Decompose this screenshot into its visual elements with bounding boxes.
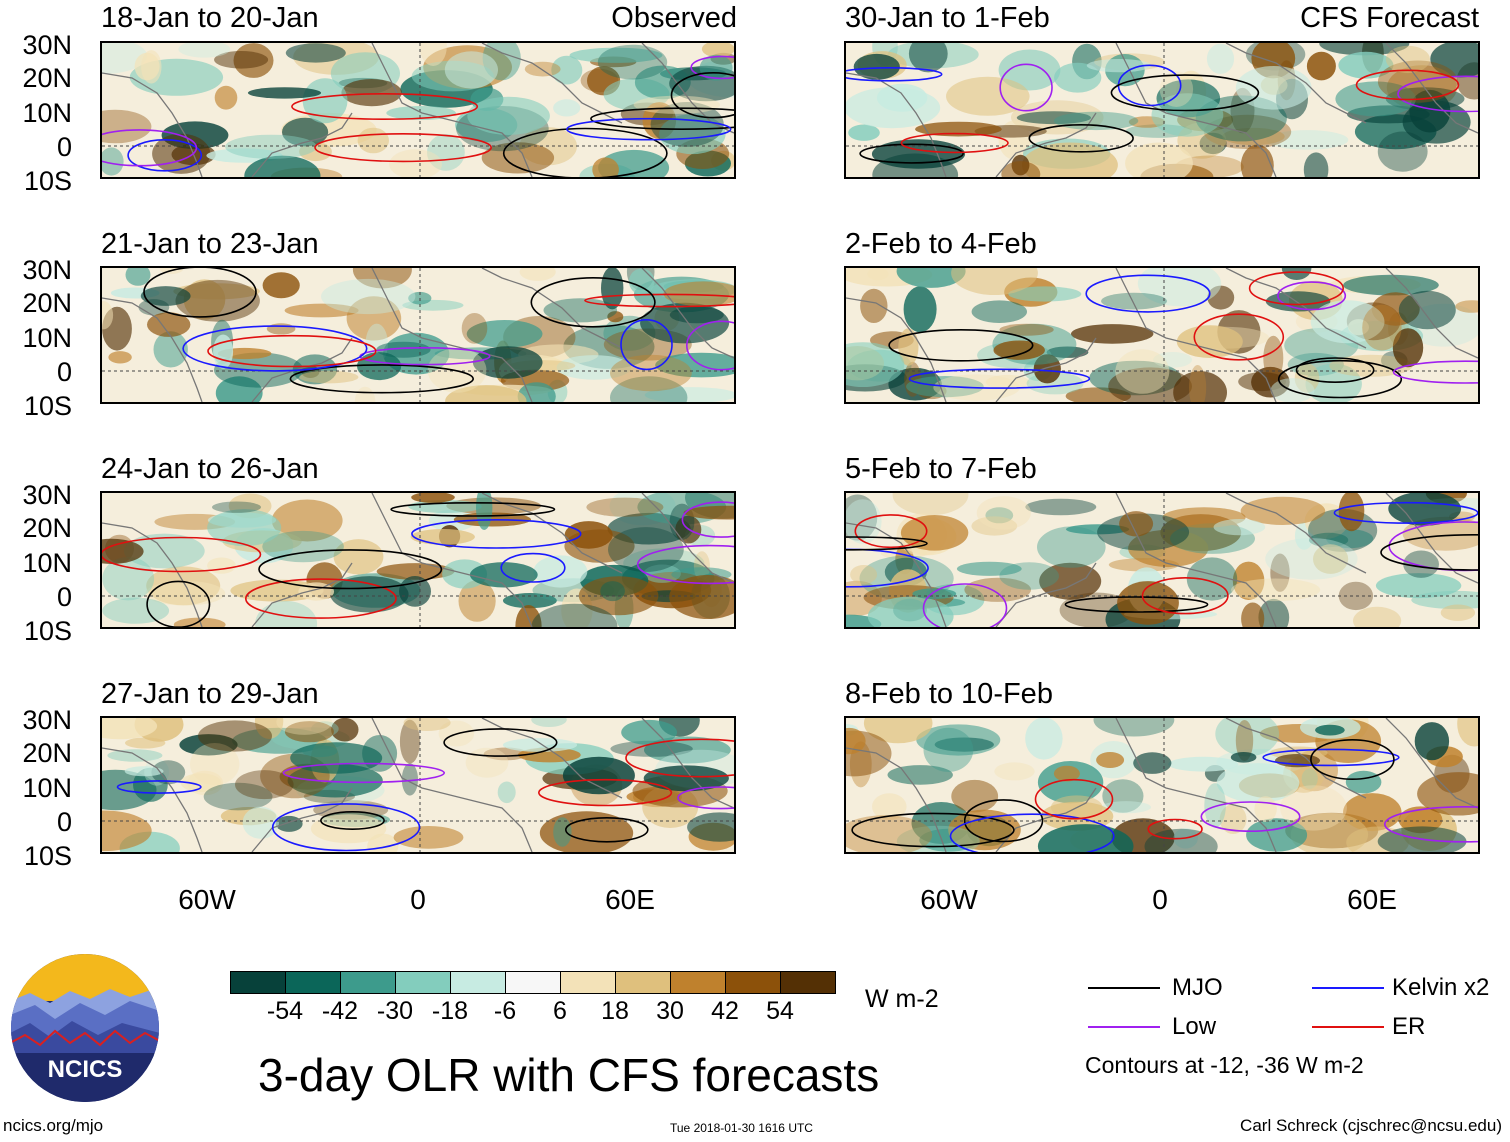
colorbar-label-1: -42 <box>321 997 359 1025</box>
lat-label-row3-3: 0 <box>56 582 72 612</box>
map-panel-8 <box>844 716 1480 854</box>
lat-label-row4-3: 0 <box>56 807 72 837</box>
colorbar-swatch-7 <box>615 971 671 994</box>
colorbar-swatch-6 <box>560 971 616 994</box>
colorbar-label-2: -30 <box>376 997 414 1025</box>
panel-title-4: 2-Feb to 4-Feb <box>845 228 1037 260</box>
legend-line-mjo <box>1088 987 1160 989</box>
colorbar-label-5: 6 <box>553 997 567 1025</box>
colorbar-swatch-4 <box>450 971 506 994</box>
panel-title-7: 27-Jan to 29-Jan <box>101 678 319 710</box>
panel-title-6: 5-Feb to 7-Feb <box>845 453 1037 485</box>
colorbar-label-9: 54 <box>766 997 794 1025</box>
footer-timestamp: Tue 2018-01-30 1616 UTC <box>670 1121 813 1135</box>
lat-label-row4-0: 30N <box>22 705 72 735</box>
panel-title-5: 24-Jan to 26-Jan <box>101 453 319 485</box>
lat-label-row2-2: 10N <box>22 323 72 353</box>
colorbar-swatch-0 <box>230 971 286 994</box>
colorbar-label-6: 18 <box>601 997 629 1025</box>
map-panel-1 <box>100 41 736 179</box>
colorbar-swatch-1 <box>285 971 341 994</box>
lon-label-0-left: 0 <box>410 884 426 915</box>
lon-label-60e-left: 60E <box>605 884 655 915</box>
colorbar-swatch-2 <box>340 971 396 994</box>
lat-label-row2-4: 10S <box>23 391 72 421</box>
lon-label-60e-right: 60E <box>1347 884 1397 915</box>
lat-label-row4-2: 10N <box>22 773 72 803</box>
lat-label-row4-4: 10S <box>23 841 72 871</box>
panel-title-8: 8-Feb to 10-Feb <box>845 678 1053 710</box>
panel-title-2: 30-Jan to 1-Feb <box>845 2 1050 34</box>
map-panel-2 <box>844 41 1480 179</box>
lat-label-row1-0: 30N <box>22 30 72 60</box>
colorbar-units: W m-2 <box>865 985 939 1013</box>
main-title: 3-day OLR with CFS forecasts <box>258 1049 880 1101</box>
legend-line-kelvin <box>1312 987 1384 989</box>
lat-label-row3-4: 10S <box>23 616 72 646</box>
lat-label-row2-1: 20N <box>22 288 72 318</box>
map-panel-6 <box>844 491 1480 629</box>
legend-label-low: Low <box>1172 1013 1217 1040</box>
colorbar-label-0: -54 <box>266 997 304 1025</box>
lon-label-0-right: 0 <box>1152 884 1168 915</box>
legend-line-low <box>1088 1026 1160 1028</box>
panel-label-observed: Observed <box>611 2 737 34</box>
panel-title-1: 18-Jan to 20-Jan <box>101 2 319 34</box>
legend-label-kelvin: Kelvin x2 <box>1392 974 1490 1001</box>
legend-line-er <box>1312 1026 1384 1028</box>
lat-label-row1-2: 10N <box>22 98 72 128</box>
legend-label-mjo: MJO <box>1172 974 1223 1001</box>
lat-label-row3-1: 20N <box>22 513 72 543</box>
panel-label-cfs: CFS Forecast <box>1300 2 1479 34</box>
lat-label-row1-4: 10S <box>23 166 72 196</box>
panel-title-3: 21-Jan to 23-Jan <box>101 228 319 260</box>
colorbar-label-7: 30 <box>656 997 684 1025</box>
map-panel-7 <box>100 716 736 854</box>
lat-label-row3-2: 10N <box>22 548 72 578</box>
colorbar-swatch-9 <box>725 971 781 994</box>
lat-label-row4-1: 20N <box>22 738 72 768</box>
ncics-logo: NCICS <box>10 953 160 1103</box>
lat-label-row2-3: 0 <box>56 357 72 387</box>
map-panel-4 <box>844 266 1480 404</box>
colorbar-swatch-3 <box>395 971 451 994</box>
colorbar-label-3: -18 <box>431 997 469 1025</box>
lat-label-row3-0: 30N <box>22 480 72 510</box>
colorbar-swatch-8 <box>670 971 726 994</box>
lat-label-row2-0: 30N <box>22 255 72 285</box>
legend-label-er: ER <box>1392 1013 1426 1040</box>
lon-label-60w-left: 60W <box>178 884 236 915</box>
ncics-logo-text: NCICS <box>48 1056 123 1083</box>
footer-credit: Carl Schreck (cjschrec@ncsu.edu) <box>1240 1116 1502 1135</box>
lat-label-row1-1: 20N <box>22 63 72 93</box>
lat-label-row1-3: 0 <box>56 132 72 162</box>
colorbar-swatch-5 <box>505 971 561 994</box>
colorbar-label-4: -6 <box>493 997 517 1025</box>
lon-label-60w-right: 60W <box>920 884 978 915</box>
legend-note: Contours at -12, -36 W m-2 <box>1085 1052 1364 1078</box>
colorbar-swatch-10 <box>780 971 836 994</box>
map-panel-5 <box>100 491 736 629</box>
colorbar-label-8: 42 <box>711 997 739 1025</box>
footer-url[interactable]: ncics.org/mjo <box>3 1116 104 1135</box>
map-panel-3 <box>100 266 736 404</box>
